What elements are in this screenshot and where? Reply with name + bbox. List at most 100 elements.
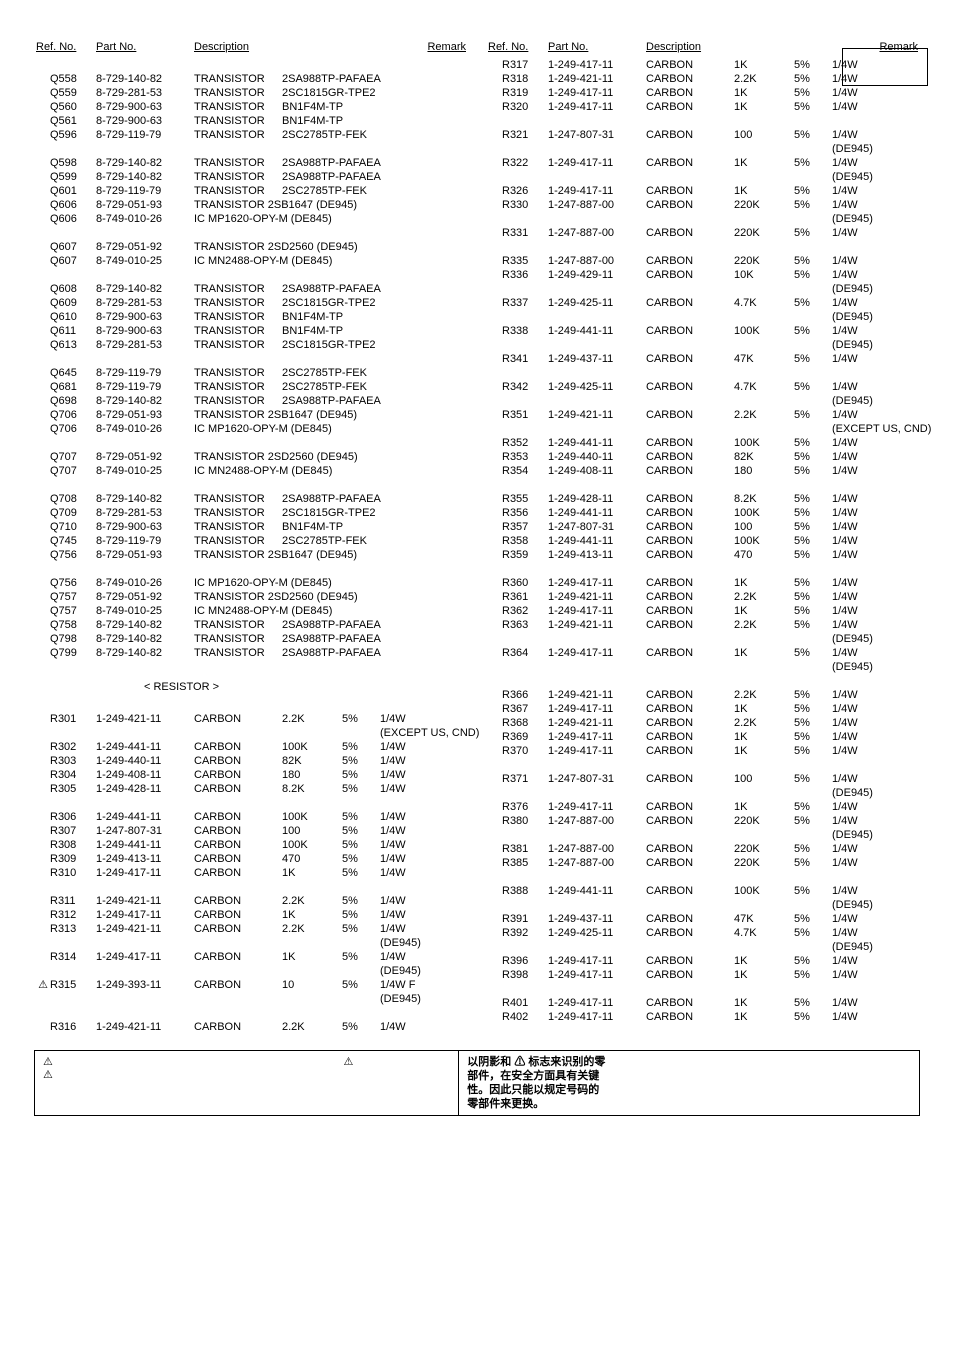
table-row: Q7458-729-119-79TRANSISTOR2SC2785TP-FEK: [34, 534, 468, 548]
table-row: (DE945): [486, 170, 920, 184]
table-row: R3351-247-887-00CARBON220K5%1/4W: [486, 254, 920, 268]
table-row: (DE945): [486, 898, 920, 912]
table-row: R3601-249-417-11CARBON1K5%1/4W: [486, 576, 920, 590]
table-row: R3591-249-413-11CARBON4705%1/4W: [486, 548, 920, 562]
table-row: R3091-249-413-11CARBON4705%1/4W: [34, 852, 468, 866]
table-row: [34, 660, 468, 674]
table-row: R4021-249-417-11CARBON1K5%1/4W: [486, 1010, 920, 1024]
table-row: R3311-247-887-00CARBON220K5%1/4W: [486, 226, 920, 240]
warning-icon: [43, 1056, 53, 1068]
table-row: (DE945): [486, 940, 920, 954]
parts-table-left: Ref. No.Part No.DescriptionRemarkQ5588-7…: [34, 40, 468, 1034]
table-row: R3621-249-417-11CARBON1K5%1/4W: [486, 604, 920, 618]
table-row: R4011-249-417-11CARBON1K5%1/4W: [486, 996, 920, 1010]
table-row: Q5618-729-900-63TRANSISTORBN1F4M-TP: [34, 114, 468, 128]
table-row: [34, 142, 468, 156]
table-row: R3541-249-408-11CARBON1805%1/4W: [486, 464, 920, 478]
table-row: R3221-249-417-11CARBON1K5%1/4W: [486, 156, 920, 170]
table-row: Q7578-729-051-92TRANSISTOR 2SD2560 (DE94…: [34, 590, 468, 604]
table-row: < RESISTOR >: [34, 674, 468, 698]
table-row: R3661-249-421-11CARBON2.2K5%1/4W: [486, 688, 920, 702]
warning-icon: [43, 1069, 53, 1081]
table-row: (DE945): [486, 282, 920, 296]
table-row: Q7078-729-051-92TRANSISTOR 2SD2560 (DE94…: [34, 450, 468, 464]
table-row: [486, 982, 920, 996]
table-row: Q7088-729-140-82TRANSISTOR2SA988TP-PAFAE…: [34, 492, 468, 506]
table-row: Q7068-749-010-26IC MP1620-OPY-M (DE845): [34, 422, 468, 436]
table-row: R3811-247-887-00CARBON220K5%1/4W: [486, 842, 920, 856]
table-row: R3961-249-417-11CARBON1K5%1/4W: [486, 954, 920, 968]
table-row: Q7098-729-281-53TRANSISTOR2SC1815GR-TPE2: [34, 506, 468, 520]
table-row: Q7568-749-010-26IC MP1620-OPY-M (DE845): [34, 576, 468, 590]
table-row: R3561-249-441-11CARBON100K5%1/4W: [486, 506, 920, 520]
table-row: Q5968-729-119-79TRANSISTOR2SC2785TP-FEK: [34, 128, 468, 142]
table-row: [486, 562, 920, 576]
table-row: [486, 870, 920, 884]
table-row: R3571-247-807-31CARBON1005%1/4W: [486, 520, 920, 534]
table-row: (DE945): [34, 964, 468, 978]
table-row: R3031-249-440-11CARBON82K5%1/4W: [34, 754, 468, 768]
table-row: R3581-249-441-11CARBON100K5%1/4W: [486, 534, 920, 548]
footer-text: 部件，在安全方面具有关键: [467, 1069, 911, 1083]
table-row: [34, 478, 468, 492]
table-row: Q6458-729-119-79TRANSISTOR2SC2785TP-FEK: [34, 366, 468, 380]
table-row: (DE945): [486, 142, 920, 156]
table-row: R3261-249-417-11CARBON1K5%1/4W: [486, 184, 920, 198]
table-row: R3671-249-417-11CARBON1K5%1/4W: [486, 702, 920, 716]
table-row: [34, 352, 468, 366]
table-row: [34, 562, 468, 576]
table-row: Q7078-749-010-25IC MN2488-OPY-M (DE845): [34, 464, 468, 478]
footer-boxes: 以阴影和 ⚠ 标志来识别的零 部件，在安全方面具有关键 性。因此只能以规定号码的…: [34, 1050, 920, 1116]
table-row: [34, 226, 468, 240]
table-row: Q7108-729-900-63TRANSISTORBN1F4M-TP: [34, 520, 468, 534]
table-row: R3611-249-421-11CARBON2.2K5%1/4W: [486, 590, 920, 604]
footer-text: 零部件来更换。: [467, 1097, 911, 1111]
table-row: Q7588-729-140-82TRANSISTOR2SA988TP-PAFAE…: [34, 618, 468, 632]
table-row: R3551-249-428-11CARBON8.2K5%1/4W: [486, 492, 920, 506]
table-row: R3521-249-441-11CARBON100K5%1/4W: [486, 436, 920, 450]
table-row: R3881-249-441-11CARBON100K5%1/4W: [486, 884, 920, 898]
table-row: R3531-249-440-11CARBON82K5%1/4W: [486, 450, 920, 464]
table-row: [486, 366, 920, 380]
table-row: R3411-249-437-11CARBON47K5%1/4W: [486, 352, 920, 366]
table-row: R3201-249-417-11CARBON1K5%1/4W: [486, 100, 920, 114]
table-row: (EXCEPT US, CND): [486, 422, 920, 436]
table-row: (DE945): [486, 310, 920, 324]
table-row: R3211-247-807-31CARBON1005%1/4W: [486, 128, 920, 142]
table-row: Q6988-729-140-82TRANSISTOR2SA988TP-PAFAE…: [34, 394, 468, 408]
table-row: R3071-247-807-31CARBON1005%1/4W: [34, 824, 468, 838]
table-row: [486, 478, 920, 492]
table-row: R3041-249-408-11CARBON1805%1/4W: [34, 768, 468, 782]
table-row: Q6108-729-900-63TRANSISTORBN1F4M-TP: [34, 310, 468, 324]
table-row: (DE945): [486, 786, 920, 800]
table-row: [486, 240, 920, 254]
table-row: [34, 58, 468, 72]
table-row: Q7068-729-051-93TRANSISTOR 2SB1647 (DE94…: [34, 408, 468, 422]
table-row: Q7998-729-140-82TRANSISTOR2SA988TP-PAFAE…: [34, 646, 468, 660]
table-row: R3141-249-417-11CARBON1K5%1/4W: [34, 950, 468, 964]
table-row: Q5988-729-140-82TRANSISTOR2SA988TP-PAFAE…: [34, 156, 468, 170]
table-row: (DE945): [486, 394, 920, 408]
table-row: [34, 880, 468, 894]
footer-text: 以阴影和 ⚠ 标志来识别的零: [467, 1055, 911, 1069]
table-row: R3381-249-441-11CARBON100K5%1/4W: [486, 324, 920, 338]
table-row: R3081-249-441-11CARBON100K5%1/4W: [34, 838, 468, 852]
table-row: Q7988-729-140-82TRANSISTOR2SA988TP-PAFAE…: [34, 632, 468, 646]
table-row: Q5598-729-281-53TRANSISTOR2SC1815GR-TPE2: [34, 86, 468, 100]
table-row: Q6078-749-010-25IC MN2488-OPY-M (DE845): [34, 254, 468, 268]
table-row: Q6068-749-010-26IC MP1620-OPY-M (DE845): [34, 212, 468, 226]
table-row: (DE945): [34, 992, 468, 1006]
table-row: R3101-249-417-11CARBON1K5%1/4W: [34, 866, 468, 880]
table-row: [486, 674, 920, 688]
table-row: [34, 796, 468, 810]
table-row: (DE945): [486, 338, 920, 352]
table-row: R3691-249-417-11CARBON1K5%1/4W: [486, 730, 920, 744]
table-row: R3011-249-421-11CARBON2.2K5%1/4W: [34, 712, 468, 726]
table-row: Q6068-729-051-93TRANSISTOR 2SB1647 (DE94…: [34, 198, 468, 212]
table-row: R3161-249-421-11CARBON2.2K5%1/4W: [34, 1020, 468, 1034]
table-row: (DE945): [486, 660, 920, 674]
table-row: [34, 698, 468, 712]
table-row: (EXCEPT US, CND): [34, 726, 468, 740]
table-row: R3301-247-887-00CARBON220K5%1/4W: [486, 198, 920, 212]
table-row: R3061-249-441-11CARBON100K5%1/4W: [34, 810, 468, 824]
